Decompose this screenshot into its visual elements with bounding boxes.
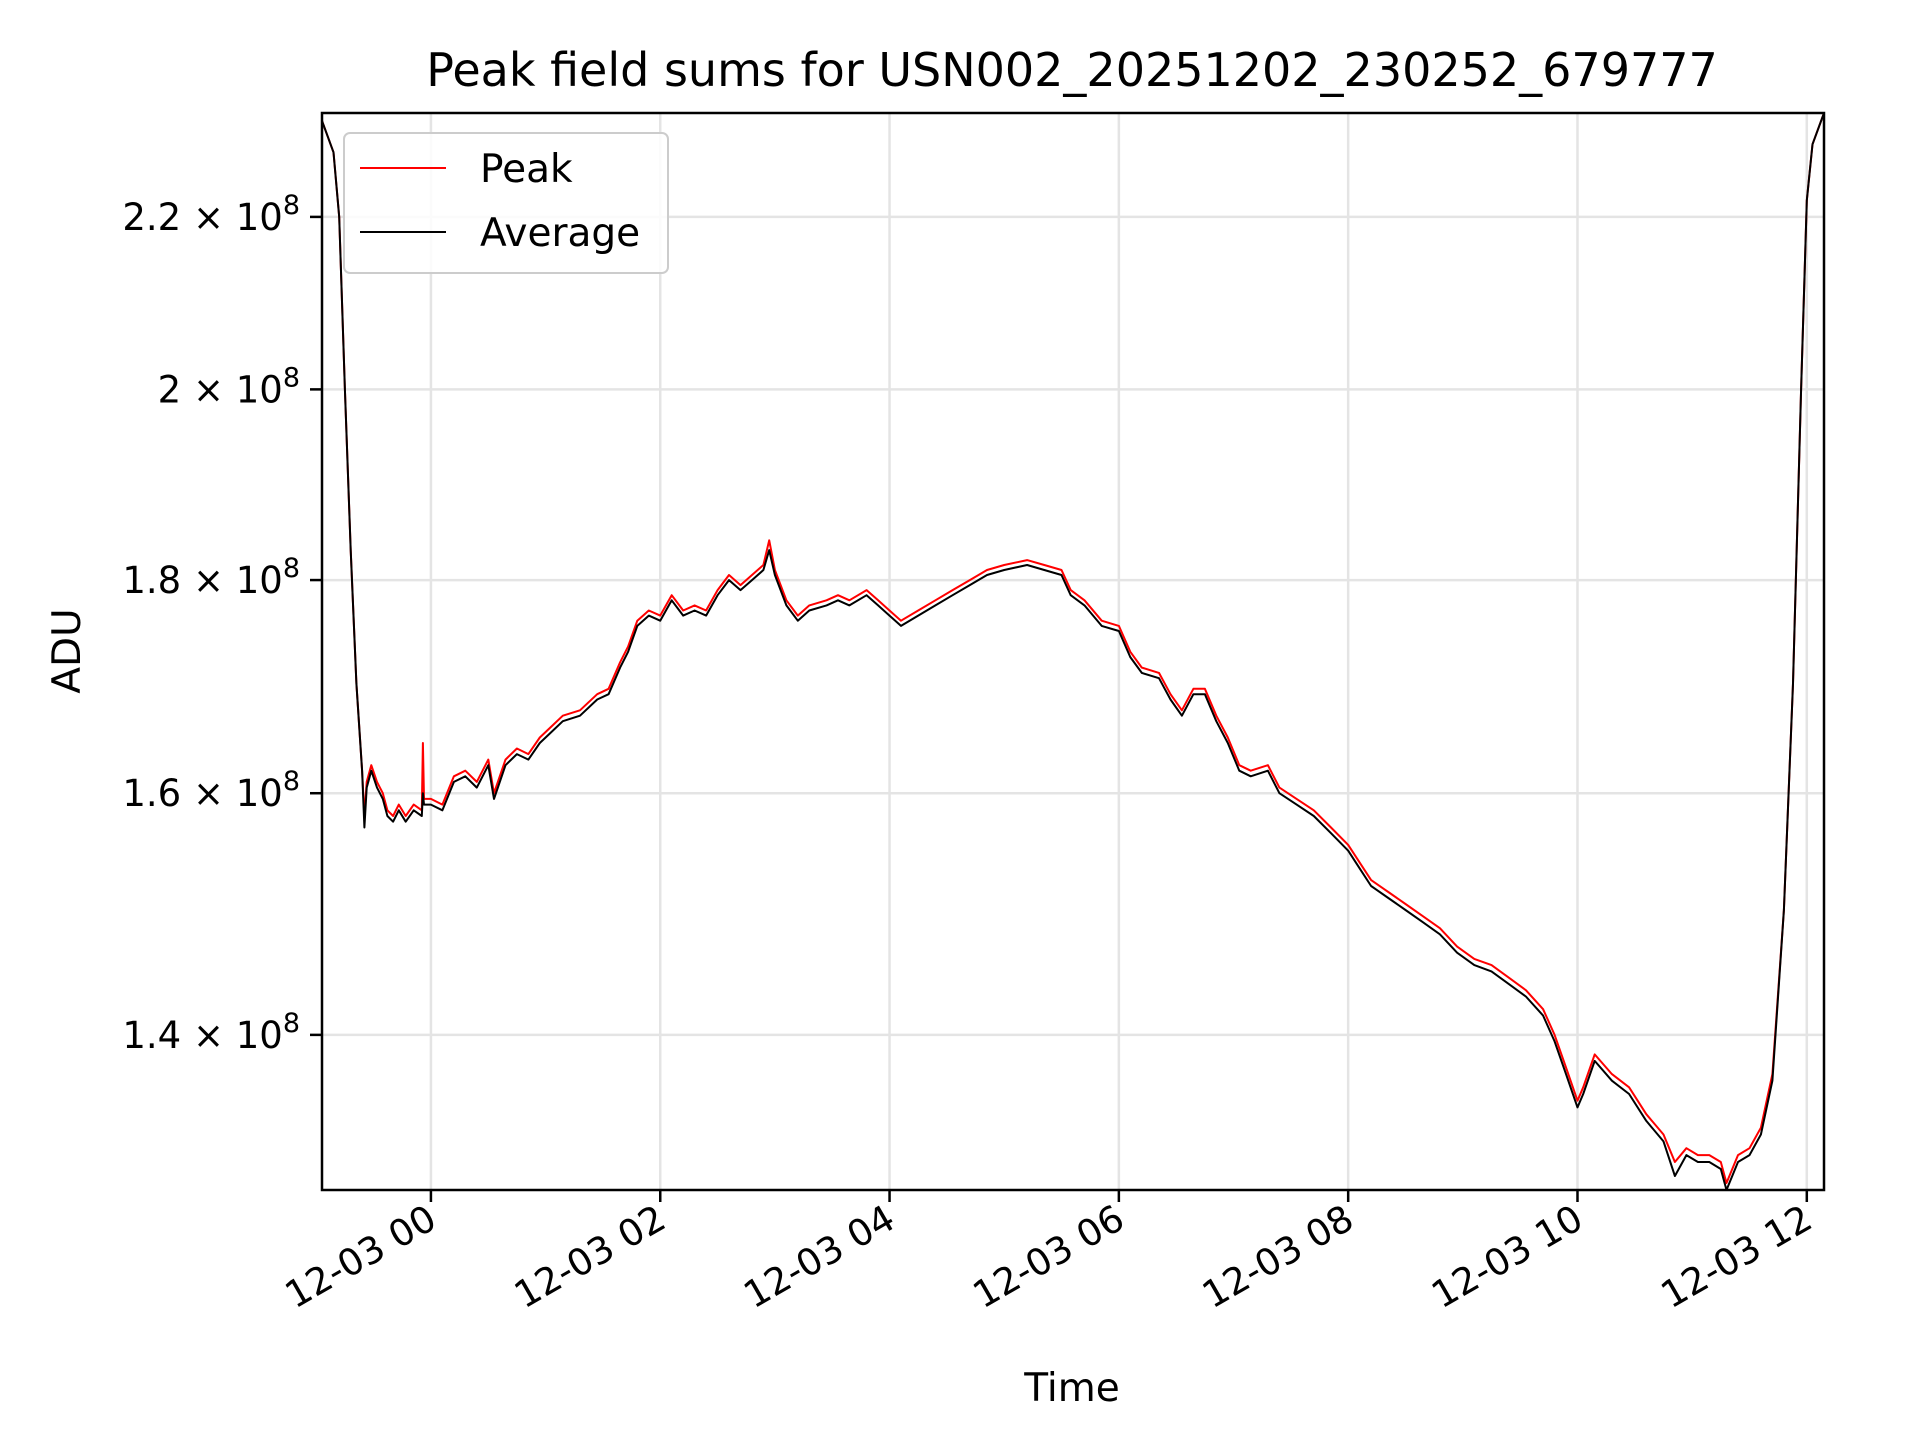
y-tick-times-ten: × 10 <box>181 772 283 815</box>
y-tick-mantissa: 2.2 <box>122 196 181 239</box>
y-tick-mantissa: 1.4 <box>122 1014 181 1057</box>
y-tick-exponent: 8 <box>283 766 300 797</box>
axis-ticks: 12-03 00 12-03 02 12-03 04 12-03 06 12-03 08… <box>122 190 1819 1317</box>
legend: Peak Average <box>343 132 669 274</box>
x-axis-label: Time <box>1023 1366 1119 1411</box>
y-tick-mantissa: 1.8 <box>122 559 181 602</box>
x-tick-label: 12-03 04 <box>736 1197 902 1317</box>
grid <box>322 113 1824 1190</box>
y-tick-mantissa: 2 <box>158 368 182 411</box>
y-tick-exponent: 8 <box>283 553 300 584</box>
y-tick-exponent: 8 <box>283 190 300 221</box>
legend-peak-label: Peak <box>480 147 573 192</box>
x-tick-label: 12-03 12 <box>1654 1197 1820 1317</box>
y-axis-label: ADU <box>45 608 90 693</box>
x-tick-label: 12-03 10 <box>1424 1197 1590 1317</box>
x-tick-label: 12-03 00 <box>278 1197 444 1317</box>
y-tick-label: 1.6 × 108 <box>122 766 300 815</box>
series-line-peak <box>322 113 1824 1184</box>
y-tick-exponent: 8 <box>283 1008 300 1039</box>
legend-average-label: Average <box>480 211 640 256</box>
y-tick-mantissa: 1.6 <box>122 772 181 815</box>
x-tick-label: 12-03 06 <box>966 1197 1132 1317</box>
series-line-average <box>322 113 1824 1190</box>
y-tick-label: 2.2 × 108 <box>122 190 300 239</box>
y-tick-label: 2 × 108 <box>158 362 300 411</box>
y-tick-times-ten: × 10 <box>181 196 283 239</box>
y-tick-times-ten: × 10 <box>181 559 283 602</box>
y-tick-times-ten: × 10 <box>181 368 283 411</box>
y-tick-label: 1.8 × 108 <box>122 553 300 602</box>
y-tick-label: 1.4 × 108 <box>122 1008 300 1057</box>
y-tick-exponent: 8 <box>283 362 300 393</box>
y-tick-times-ten: × 10 <box>181 1014 283 1057</box>
x-tick-label: 12-03 02 <box>507 1197 673 1317</box>
x-tick-label: 12-03 08 <box>1195 1197 1361 1317</box>
chart-title: Peak field sums for USN002_20251202_2302… <box>426 43 1718 97</box>
plot-frame <box>320 111 1826 1192</box>
series-layer <box>322 113 1824 1190</box>
